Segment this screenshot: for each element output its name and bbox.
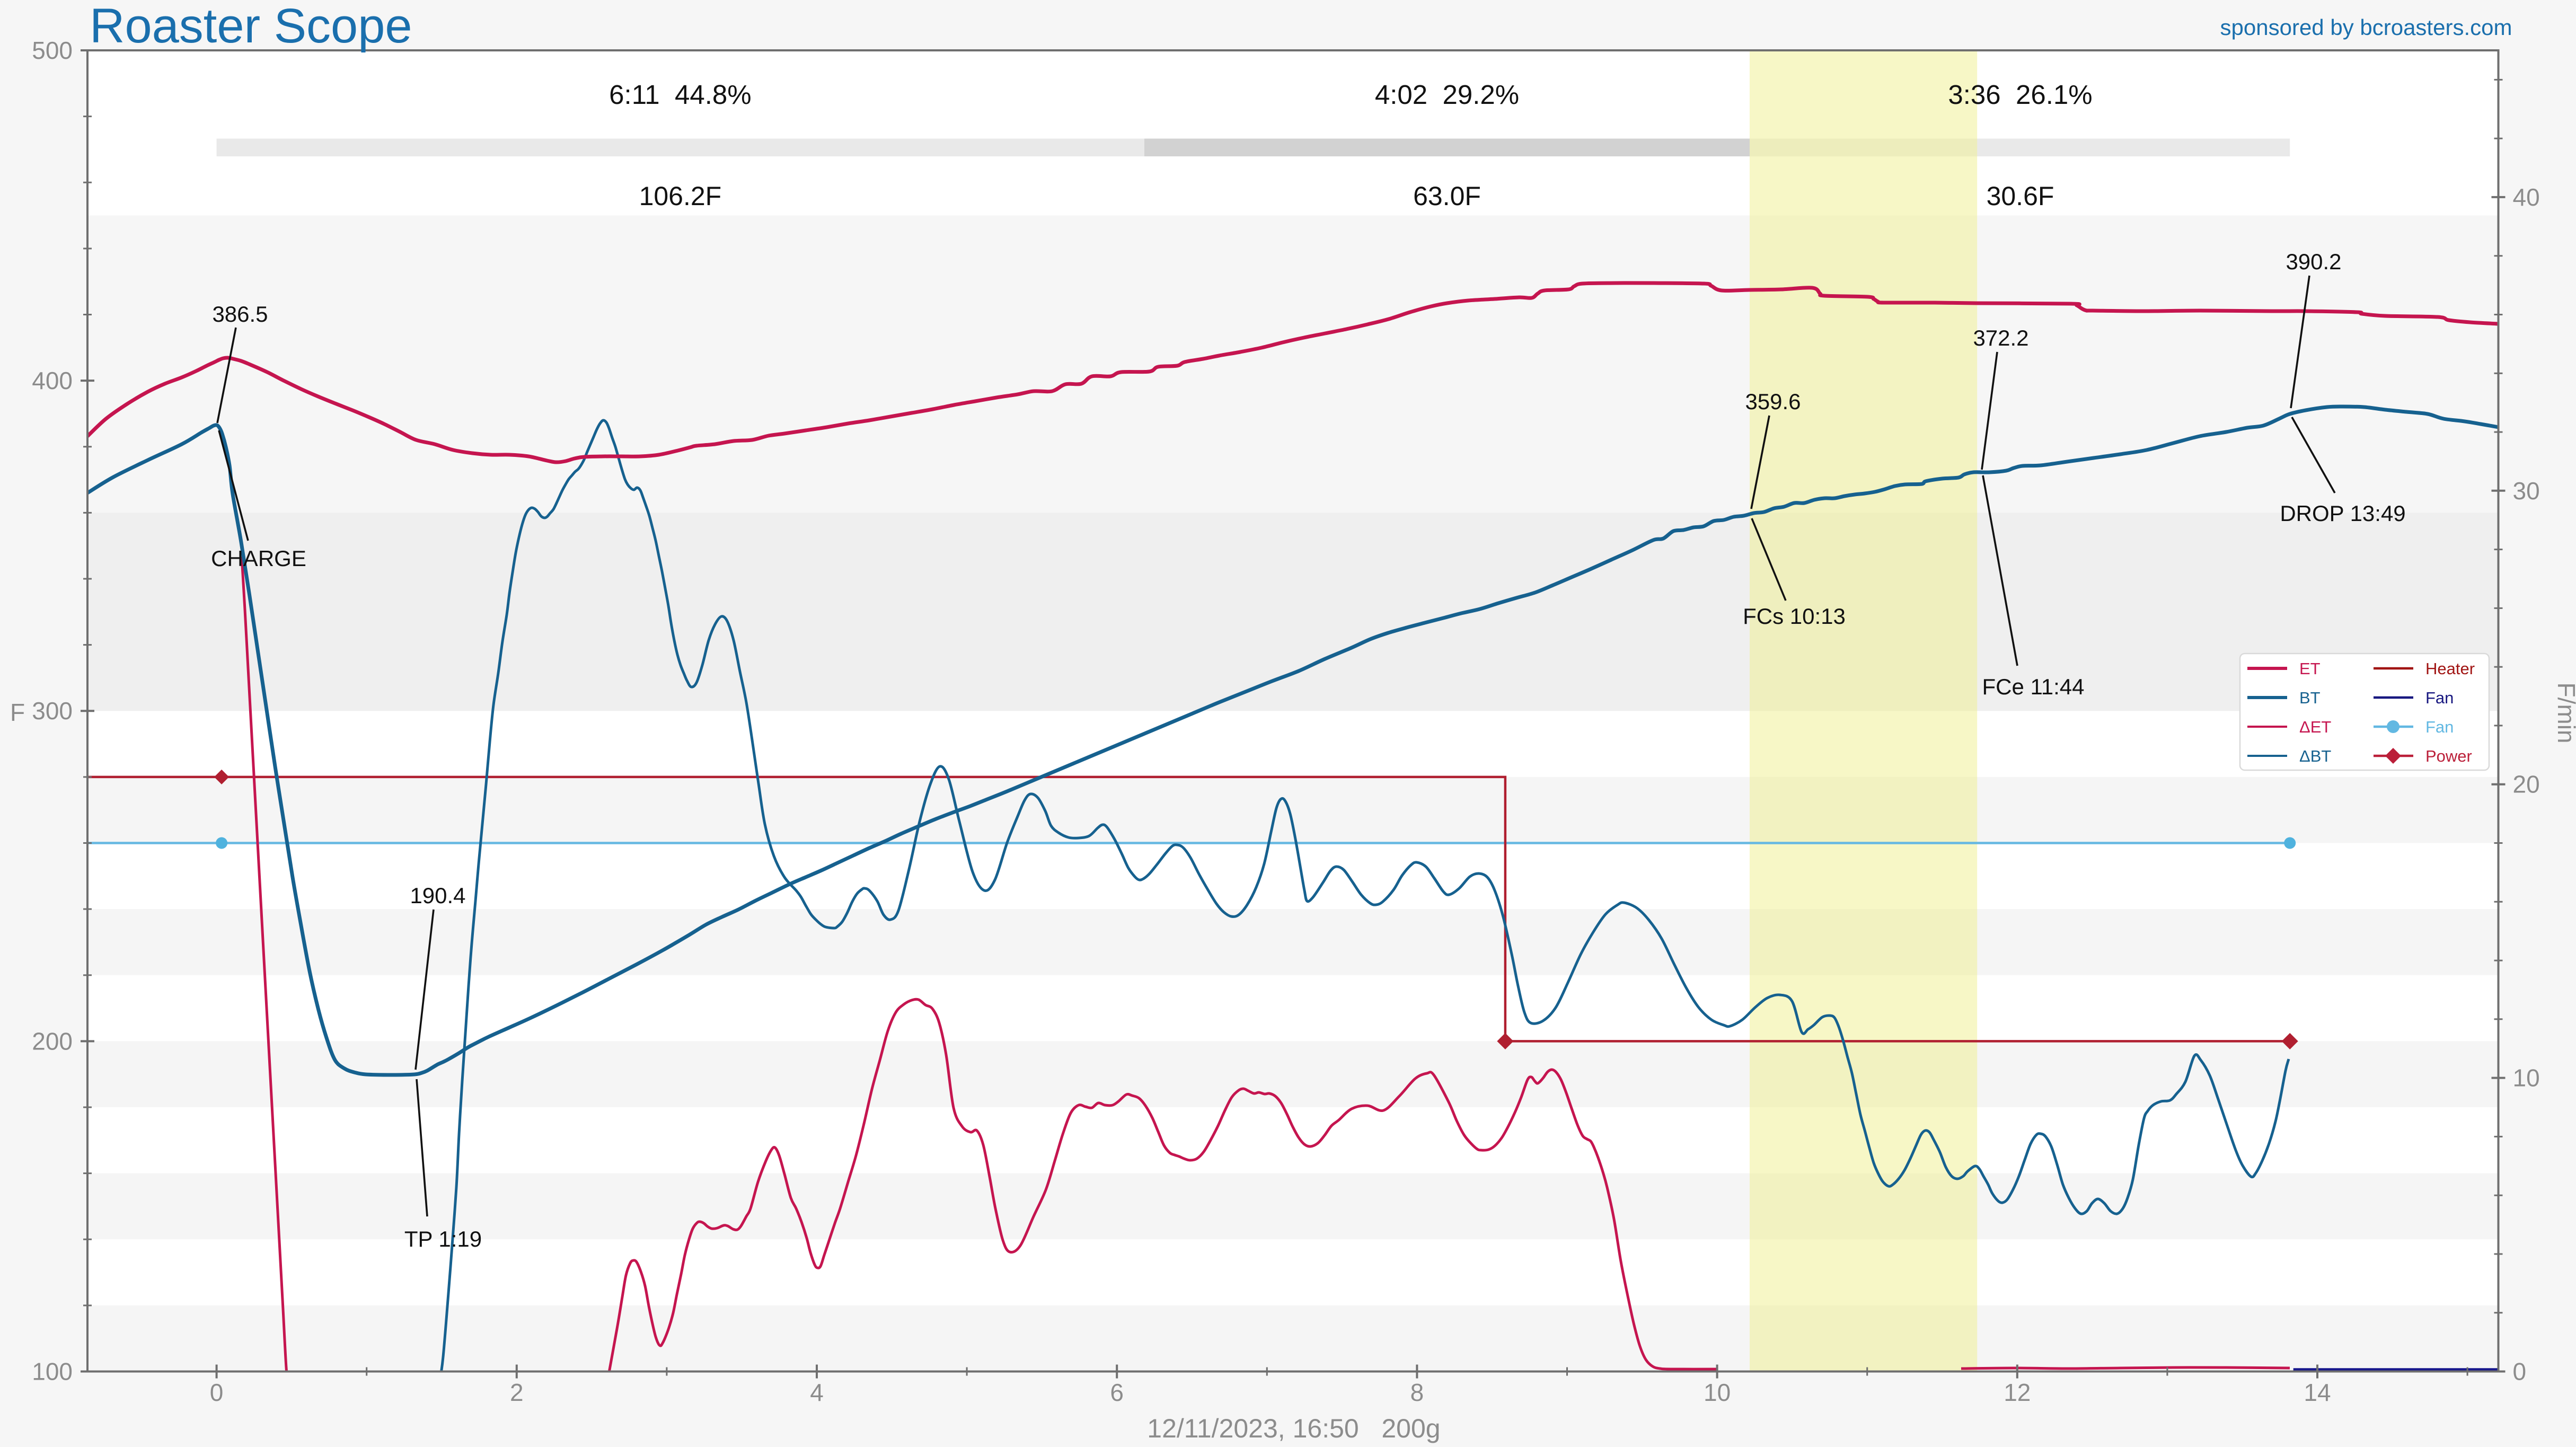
svg-text:390.2: 390.2 <box>2286 249 2341 274</box>
svg-text:10: 10 <box>2513 1064 2540 1092</box>
svg-text:F/min: F/min <box>2553 683 2576 744</box>
svg-text:200g: 200g <box>1381 1414 1440 1443</box>
svg-text:40: 40 <box>2513 183 2540 211</box>
svg-text:FCs 10:13: FCs 10:13 <box>1743 604 1846 629</box>
svg-text:359.6: 359.6 <box>1745 389 1801 414</box>
svg-text:sponsored by bcroasters.com: sponsored by bcroasters.com <box>2220 15 2512 40</box>
svg-text:Fan: Fan <box>2425 689 2454 707</box>
svg-text:14: 14 <box>2304 1379 2331 1406</box>
svg-text:DROP 13:49: DROP 13:49 <box>2280 501 2405 526</box>
svg-text:300: 300 <box>32 697 73 725</box>
svg-text:TP 1:19: TP 1:19 <box>404 1227 482 1251</box>
svg-text:63.0F: 63.0F <box>1413 181 1481 211</box>
svg-text:3:36 26.1%: 3:36 26.1% <box>1948 80 2092 110</box>
svg-text:Fan: Fan <box>2425 718 2454 736</box>
svg-text:Heater: Heater <box>2425 659 2475 678</box>
svg-text:ET: ET <box>2299 659 2321 678</box>
svg-text:2: 2 <box>510 1379 524 1406</box>
svg-text:4:02 29.2%: 4:02 29.2% <box>1375 80 1519 110</box>
svg-text:20: 20 <box>2513 771 2540 798</box>
svg-text:400: 400 <box>32 367 73 394</box>
svg-text:12/11/2023, 16:50: 12/11/2023, 16:50 <box>1147 1414 1358 1443</box>
svg-text:6:11 44.8%: 6:11 44.8% <box>609 80 751 110</box>
svg-text:0: 0 <box>2513 1358 2527 1386</box>
svg-text:106.2F: 106.2F <box>639 181 722 211</box>
svg-text:200: 200 <box>32 1027 73 1055</box>
svg-text:500: 500 <box>32 37 73 64</box>
svg-text:4: 4 <box>810 1379 824 1406</box>
svg-text:F: F <box>10 699 25 726</box>
svg-text:Power: Power <box>2425 747 2472 765</box>
svg-text:30.6F: 30.6F <box>1987 181 2054 211</box>
svg-text:30: 30 <box>2513 477 2540 505</box>
svg-text:12: 12 <box>2004 1379 2031 1406</box>
svg-text:Roaster Scope: Roaster Scope <box>90 0 412 53</box>
svg-text:100: 100 <box>32 1358 73 1386</box>
svg-text:190.4: 190.4 <box>410 883 465 908</box>
svg-text:CHARGE: CHARGE <box>211 546 306 571</box>
svg-text:ΔBT: ΔBT <box>2299 747 2331 765</box>
svg-text:ΔET: ΔET <box>2299 718 2331 736</box>
svg-text:FCe 11:44: FCe 11:44 <box>1982 674 2085 699</box>
svg-text:10: 10 <box>1704 1379 1731 1406</box>
svg-text:8: 8 <box>1410 1379 1424 1406</box>
svg-text:372.2: 372.2 <box>1973 325 2028 350</box>
svg-text:386.5: 386.5 <box>212 302 268 327</box>
svg-text:6: 6 <box>1110 1379 1124 1406</box>
svg-text:BT: BT <box>2299 689 2321 707</box>
svg-text:0: 0 <box>210 1379 224 1406</box>
